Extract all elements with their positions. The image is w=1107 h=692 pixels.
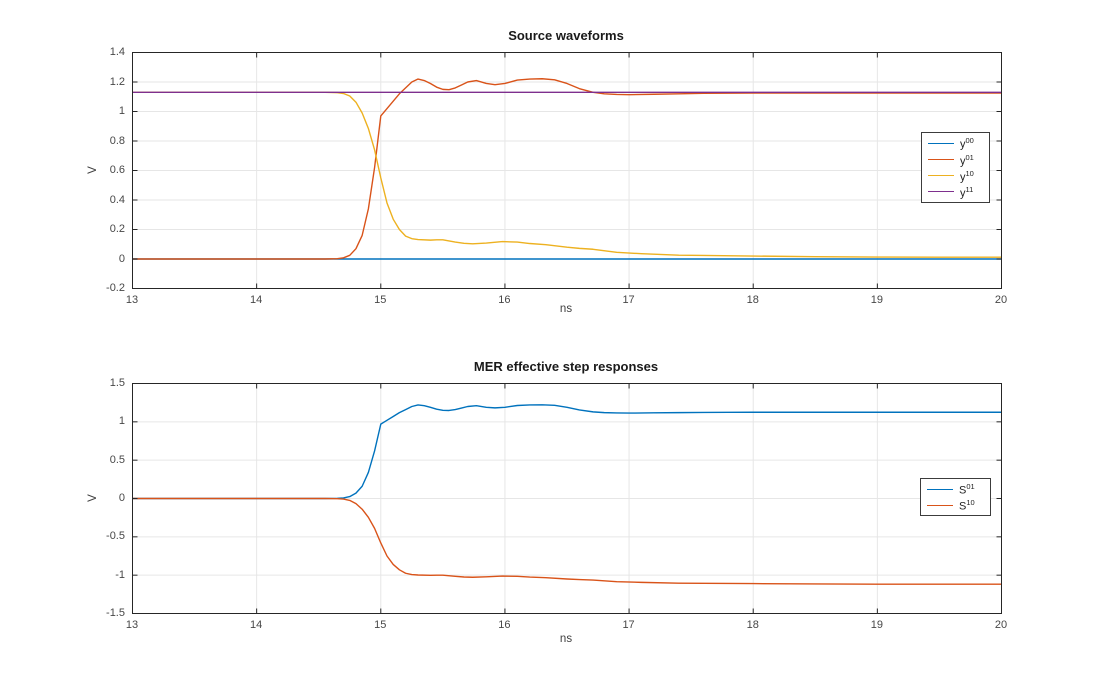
legend-label: y10: [960, 168, 974, 184]
y-tick-label: 1: [118, 105, 125, 117]
y-tick-label: 0: [118, 492, 125, 504]
legend-item-y01: y01: [922, 152, 989, 168]
legend-line-sample: [928, 191, 954, 193]
y-tick-label: 1.2: [109, 75, 125, 88]
x-tick-label: 18: [746, 294, 759, 306]
y-tick-label: 0.2: [109, 223, 125, 235]
series-y10: [132, 91, 1002, 258]
x-tick-label: 20: [994, 619, 1008, 631]
x-axis-label: ns: [559, 303, 573, 315]
x-tick-label: 16: [498, 294, 511, 306]
legend-label: y01: [960, 152, 974, 168]
x-tick-label: 14: [250, 294, 263, 306]
y-tick-label: 0.6: [109, 164, 125, 176]
plot-title: Source waveforms: [508, 28, 624, 43]
legend-item-S01: S01: [921, 481, 990, 497]
y-tick-label: -1.5: [106, 607, 125, 619]
series-S01: [132, 404, 1002, 500]
legend-line-sample: [928, 175, 954, 177]
y-tick-label: 1: [118, 415, 125, 428]
y-tick-label: -0.2: [106, 282, 125, 294]
x-axis-label: ns: [559, 633, 573, 645]
x-tick-label: 13: [125, 619, 139, 631]
y-tick-label: 0.8: [109, 134, 125, 147]
plot-title: MER effective step responses: [473, 359, 659, 374]
x-tick-label: 15: [374, 294, 387, 306]
legend-line-sample: [927, 488, 953, 490]
legend-label: S01: [959, 482, 975, 497]
y-tick-label: -0.5: [106, 530, 125, 543]
plot-area: [132, 52, 1002, 289]
x-tick-label: 13: [125, 294, 139, 306]
legend-label: y11: [960, 185, 974, 200]
y-tick-label: 0.4: [109, 193, 125, 206]
x-tick-label: 14: [250, 619, 263, 631]
legend-item-y10: y10: [922, 168, 989, 184]
y-tick-label: 0.5: [109, 453, 125, 466]
legend-item-y00: y00: [922, 135, 989, 151]
x-tick-label: 17: [622, 619, 635, 631]
legend-item-y11: y11: [922, 184, 989, 200]
legend: y00 y01 y10 y11: [921, 132, 990, 203]
x-tick-label: 19: [870, 619, 883, 631]
plot-area: [132, 383, 1002, 614]
legend-line-sample: [928, 142, 954, 144]
legend-label: y00: [960, 136, 974, 151]
legend-item-S10: S10: [921, 497, 990, 513]
series-y01: [132, 78, 1002, 260]
x-tick-label: 20: [994, 294, 1008, 306]
y-tick-label: -1: [115, 568, 125, 581]
x-tick-label: 18: [746, 619, 759, 631]
y-tick-label: 1.5: [109, 377, 125, 389]
x-tick-label: 19: [870, 294, 883, 306]
x-tick-label: 17: [622, 294, 635, 306]
y-tick-label: 1.4: [109, 46, 125, 58]
y-tick-label: 0: [118, 252, 125, 265]
legend-label: S10: [959, 498, 975, 513]
x-tick-label: 15: [374, 619, 387, 631]
series-S10: [132, 497, 1002, 585]
legend: S01 S10: [920, 478, 991, 516]
x-tick-label: 16: [498, 619, 511, 631]
legend-line-sample: [928, 158, 954, 160]
legend-line-sample: [927, 504, 953, 506]
